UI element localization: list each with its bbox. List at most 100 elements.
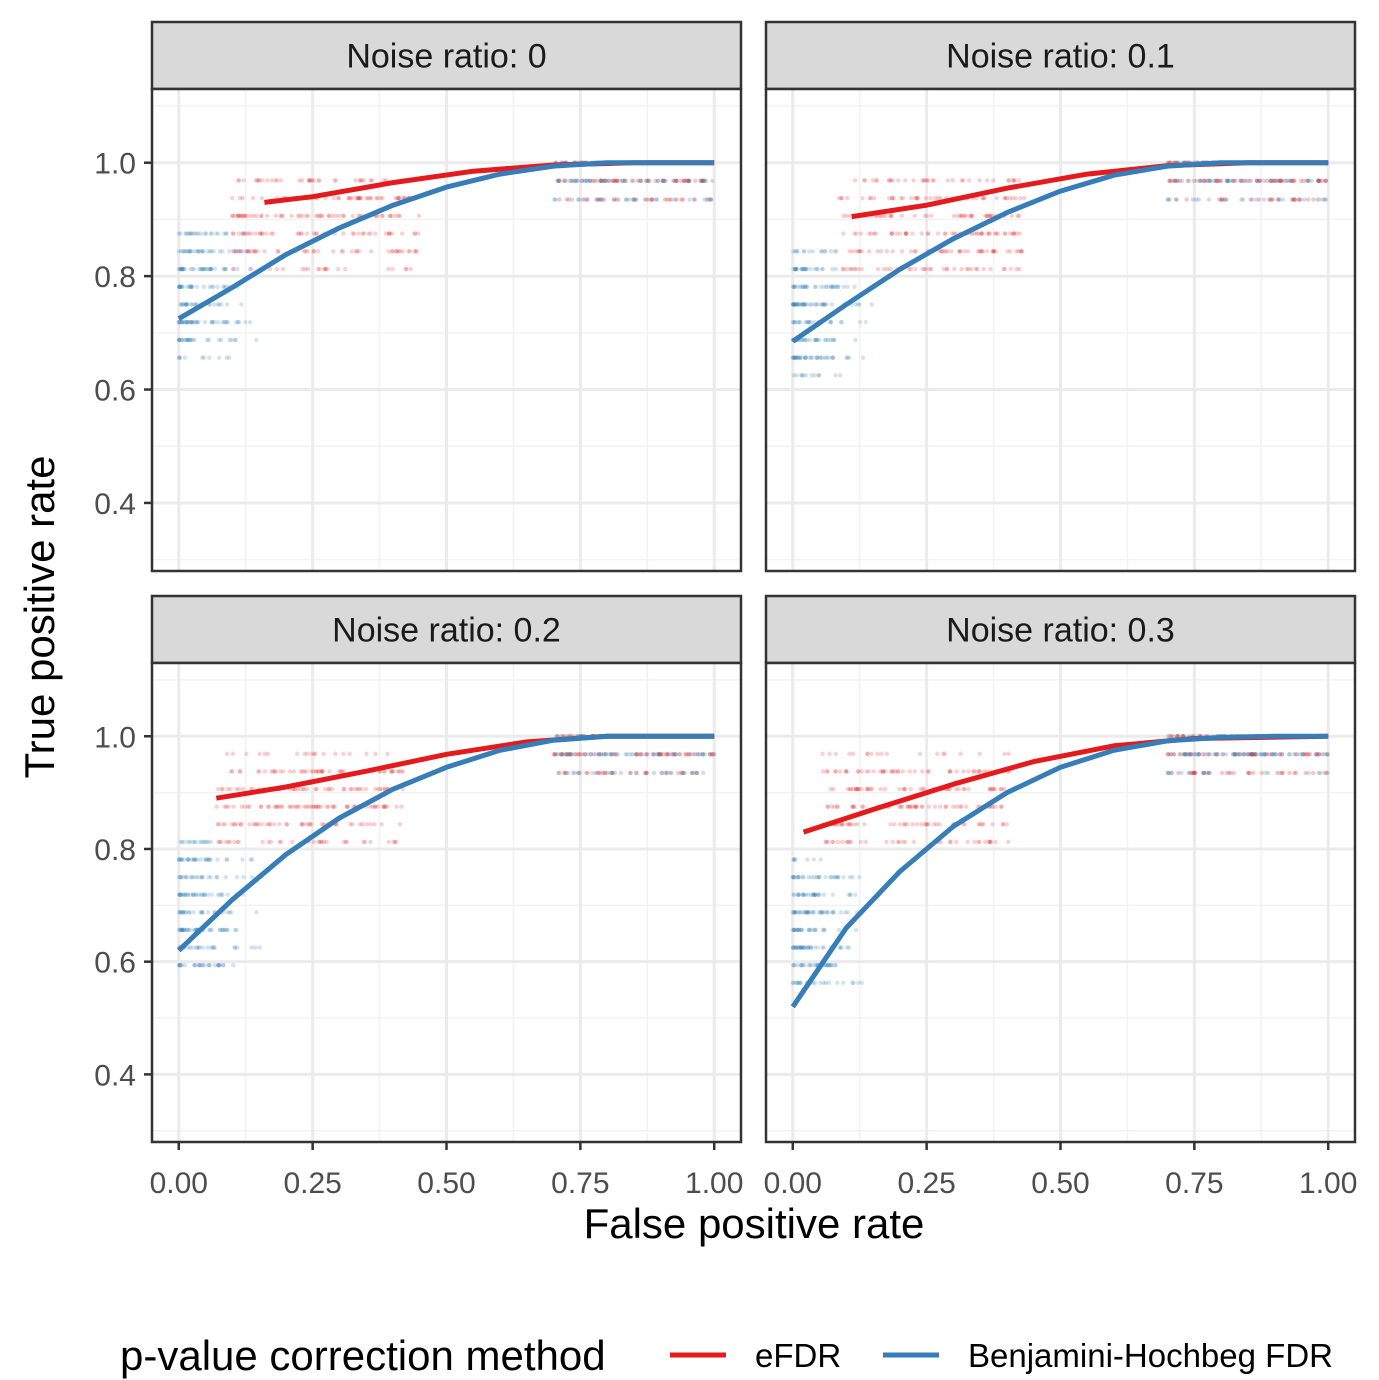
scatter-point xyxy=(1256,178,1262,184)
scatter-point xyxy=(557,178,562,184)
scatter-point xyxy=(358,195,363,201)
scatter-point xyxy=(383,231,389,236)
scatter-point xyxy=(615,752,621,757)
scatter-point xyxy=(207,284,212,289)
scatter-point xyxy=(1316,770,1322,776)
scatter-point xyxy=(191,320,196,325)
scatter-point xyxy=(185,320,190,325)
scatter-point xyxy=(202,839,207,845)
scatter-point xyxy=(654,197,660,202)
scatter-point xyxy=(1288,178,1293,184)
scatter-point xyxy=(959,178,965,183)
scatter-point xyxy=(674,178,680,184)
scatter-point xyxy=(569,752,575,757)
scatter-point xyxy=(624,197,629,202)
scatter-point xyxy=(823,355,828,360)
scatter-point xyxy=(373,804,378,809)
scatter-point xyxy=(883,213,888,219)
scatter-point xyxy=(192,302,198,307)
scatter-point xyxy=(326,786,331,792)
scatter-point xyxy=(799,927,805,933)
scatter-point xyxy=(558,752,563,757)
scatter-point xyxy=(553,197,558,202)
scatter-point xyxy=(227,337,232,343)
scatter-point xyxy=(368,178,374,183)
scatter-point xyxy=(395,195,400,201)
scatter-point xyxy=(341,751,346,757)
scatter-point xyxy=(904,231,909,236)
scatter-point xyxy=(978,249,984,254)
scatter-point xyxy=(316,769,322,774)
scatter-point xyxy=(382,769,388,774)
scatter-point xyxy=(176,266,182,272)
scatter-point xyxy=(991,249,997,254)
scatter-point xyxy=(247,266,253,272)
scatter-point xyxy=(664,770,670,776)
scatter-point xyxy=(216,337,222,343)
scatter-point xyxy=(1215,752,1220,757)
scatter-point xyxy=(368,195,374,201)
scatter-point xyxy=(578,752,584,757)
x-tick-label: 0.75 xyxy=(551,1167,609,1200)
scatter-point xyxy=(1277,178,1283,184)
scatter-point xyxy=(1315,752,1320,757)
scatter-point xyxy=(226,839,231,845)
scatter-point xyxy=(399,231,405,236)
scatter-point xyxy=(576,752,582,757)
scatter-point xyxy=(964,804,969,809)
scatter-point xyxy=(305,751,310,757)
scatter-point xyxy=(179,320,184,325)
scatter-point xyxy=(350,213,355,219)
scatter-point xyxy=(880,769,885,774)
scatter-point xyxy=(939,249,944,254)
scatter-point xyxy=(274,804,279,809)
scatter-point xyxy=(1305,197,1311,202)
scatter-point xyxy=(211,284,216,289)
scatter-point xyxy=(233,249,239,254)
scatter-point xyxy=(678,178,684,184)
scatter-point xyxy=(598,197,603,202)
scatter-point xyxy=(979,249,984,254)
scatter-point xyxy=(1306,178,1311,184)
scatter-point xyxy=(190,945,196,950)
scatter-point xyxy=(820,355,825,360)
scatter-point xyxy=(388,213,393,219)
scatter-point xyxy=(845,910,850,915)
scatter-point xyxy=(828,337,833,343)
scatter-point xyxy=(795,249,800,254)
scatter-point xyxy=(944,266,950,272)
scatter-point xyxy=(178,962,183,968)
scatter-point xyxy=(1191,178,1197,184)
scatter-point xyxy=(236,213,241,219)
scatter-point xyxy=(176,927,182,933)
scatter-point xyxy=(585,197,590,202)
scatter-point xyxy=(194,284,200,289)
scatter-point xyxy=(679,197,684,202)
scatter-point xyxy=(1224,197,1230,202)
scatter-point xyxy=(318,213,324,219)
scatter-point xyxy=(708,197,714,202)
scatter-point xyxy=(791,355,796,360)
scatter-point xyxy=(1301,178,1306,184)
scatter-point xyxy=(1216,197,1222,202)
scatter-point xyxy=(1247,178,1252,184)
scatter-point xyxy=(830,266,835,272)
scatter-point xyxy=(661,178,666,184)
scatter-point xyxy=(247,804,252,809)
scatter-point xyxy=(588,752,594,757)
scatter-point xyxy=(305,249,310,254)
scatter-point xyxy=(244,249,249,254)
scatter-point xyxy=(805,302,810,307)
scatter-point xyxy=(1215,178,1220,184)
scatter-point xyxy=(938,804,943,809)
scatter-point xyxy=(809,927,814,933)
scatter-point xyxy=(803,892,809,897)
x-axis-title: False positive rate xyxy=(584,1200,925,1247)
scatter-point xyxy=(926,804,932,809)
scatter-point xyxy=(295,786,300,792)
scatter-point xyxy=(221,266,226,272)
scatter-point xyxy=(344,804,349,809)
scatter-point xyxy=(186,337,191,343)
scatter-point xyxy=(190,892,195,897)
scatter-point xyxy=(660,178,666,184)
